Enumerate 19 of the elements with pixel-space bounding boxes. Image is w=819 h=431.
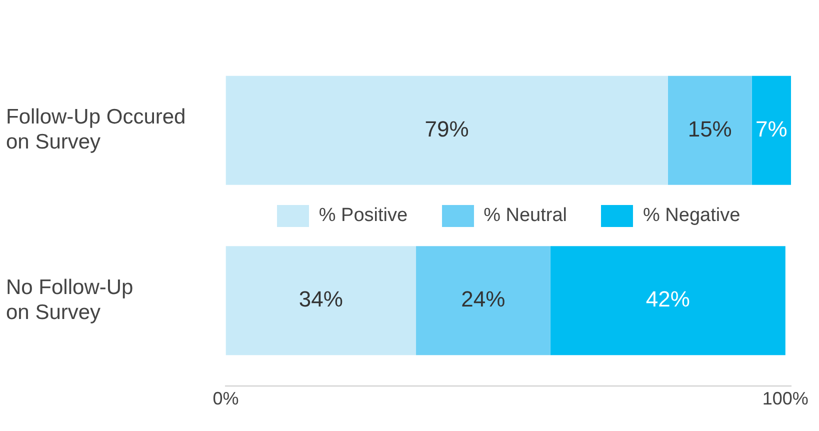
bar (226, 76, 668, 185)
x-tick-label: 100% (762, 388, 808, 409)
bar (416, 246, 550, 356)
data-label: 24% (461, 286, 506, 312)
bar (550, 246, 786, 356)
legend-label: % Negative (642, 204, 740, 226)
legend-label: % Positive (318, 204, 408, 226)
bar (668, 76, 752, 185)
data-label: 79% (424, 116, 469, 142)
y-tick-label: No Follow-Up on Survey (6, 276, 134, 324)
data-label: 34% (298, 286, 343, 312)
x-tick-label: 0% (212, 388, 239, 409)
data-label: 15% (688, 116, 732, 142)
data-label: 42% (646, 286, 690, 312)
bar (226, 246, 416, 356)
data-label: 7% (756, 116, 788, 142)
bar (752, 76, 791, 185)
legend-label: % Neutral (484, 204, 567, 226)
y-tick-label: Follow-Up Occured on Survey (6, 106, 186, 154)
